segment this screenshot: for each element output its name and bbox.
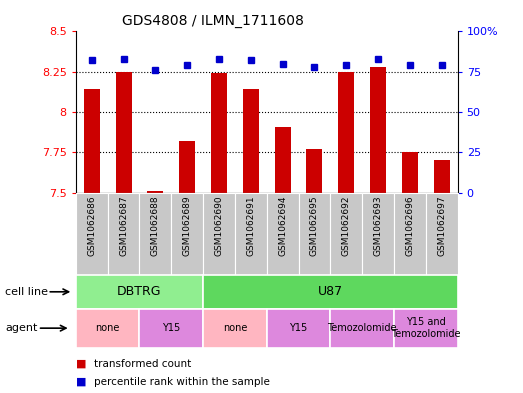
Bar	[331, 309, 394, 348]
Bar	[203, 275, 458, 309]
Bar	[299, 193, 331, 275]
Text: GSM1062691: GSM1062691	[246, 195, 255, 256]
Bar	[402, 152, 418, 193]
Text: GSM1062696: GSM1062696	[405, 195, 414, 256]
Bar	[84, 90, 100, 193]
Text: ■: ■	[76, 377, 86, 387]
Text: GSM1062693: GSM1062693	[373, 195, 383, 256]
Text: U87: U87	[318, 285, 343, 298]
Text: Y15: Y15	[289, 323, 308, 333]
Bar	[434, 160, 450, 193]
Bar	[275, 127, 291, 193]
Text: transformed count: transformed count	[94, 358, 191, 369]
Text: agent: agent	[5, 323, 38, 333]
Bar	[394, 309, 458, 348]
Text: cell line: cell line	[5, 287, 48, 297]
Bar	[426, 193, 458, 275]
Bar	[172, 193, 203, 275]
Bar	[394, 193, 426, 275]
Text: GSM1062688: GSM1062688	[151, 195, 160, 256]
Bar	[306, 149, 322, 193]
Text: GSM1062686: GSM1062686	[87, 195, 96, 256]
Bar	[331, 193, 362, 275]
Bar	[338, 72, 354, 193]
Text: Temozolomide: Temozolomide	[327, 323, 397, 333]
Text: Y15 and
Temozolomide: Y15 and Temozolomide	[391, 318, 461, 339]
Text: GSM1062694: GSM1062694	[278, 195, 287, 255]
Bar	[76, 275, 203, 309]
Text: none: none	[96, 323, 120, 333]
Text: GSM1062690: GSM1062690	[214, 195, 223, 256]
Bar	[140, 193, 172, 275]
Bar	[203, 193, 235, 275]
Bar	[147, 191, 163, 193]
Bar	[267, 193, 299, 275]
Bar	[370, 67, 386, 193]
Text: ■: ■	[76, 358, 86, 369]
Bar	[235, 193, 267, 275]
Bar	[140, 309, 203, 348]
Text: GSM1062695: GSM1062695	[310, 195, 319, 256]
Text: GSM1062689: GSM1062689	[183, 195, 192, 256]
Bar	[76, 193, 108, 275]
Text: GSM1062687: GSM1062687	[119, 195, 128, 256]
Bar	[116, 72, 131, 193]
Bar	[211, 73, 227, 193]
Bar	[179, 141, 195, 193]
Text: Y15: Y15	[162, 323, 180, 333]
Text: none: none	[223, 323, 247, 333]
Bar	[243, 90, 259, 193]
Bar	[108, 193, 140, 275]
Bar	[76, 309, 140, 348]
Text: percentile rank within the sample: percentile rank within the sample	[94, 377, 270, 387]
Text: GDS4808 / ILMN_1711608: GDS4808 / ILMN_1711608	[122, 14, 303, 28]
Bar	[203, 309, 267, 348]
Bar	[267, 309, 331, 348]
Text: GSM1062697: GSM1062697	[437, 195, 446, 256]
Text: DBTRG: DBTRG	[117, 285, 162, 298]
Text: GSM1062692: GSM1062692	[342, 195, 351, 255]
Bar	[362, 193, 394, 275]
